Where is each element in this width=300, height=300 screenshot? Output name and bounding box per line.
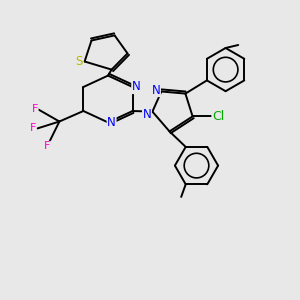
Text: Cl: Cl [212, 110, 224, 123]
Text: F: F [32, 104, 38, 115]
Text: N: N [152, 83, 160, 97]
Text: F: F [30, 123, 36, 134]
Text: N: N [132, 80, 141, 94]
Text: S: S [76, 55, 83, 68]
Text: F: F [44, 141, 50, 152]
Text: N: N [142, 107, 152, 121]
Text: N: N [107, 116, 116, 129]
